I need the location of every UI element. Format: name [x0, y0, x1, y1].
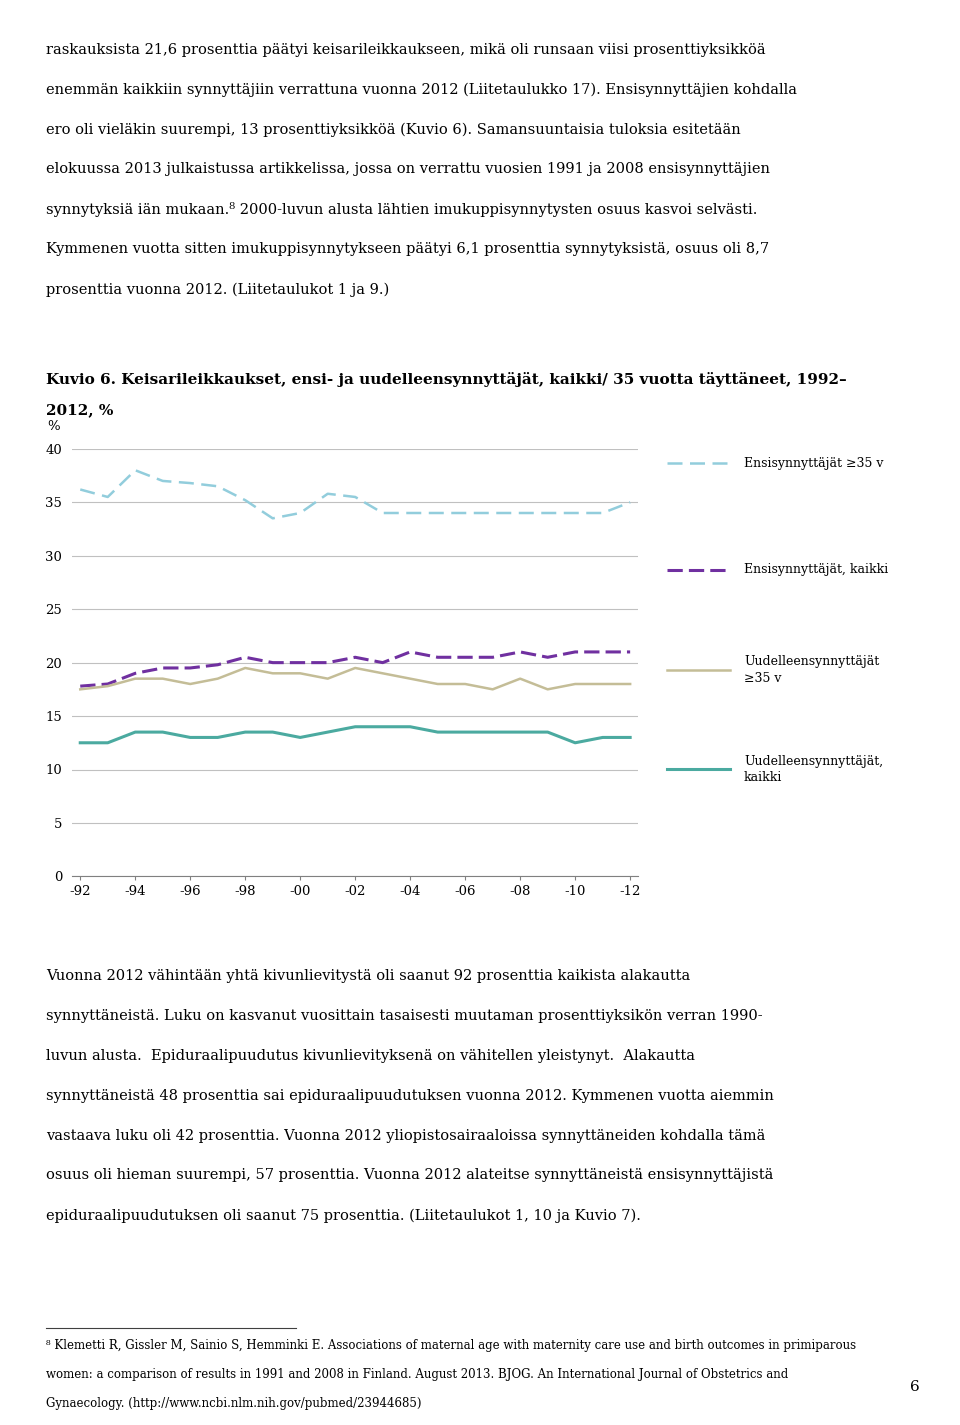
- Text: synnyttäneistä 48 prosenttia sai epiduraalipuudutuksen vuonna 2012. Kymmenen vuo: synnyttäneistä 48 prosenttia sai epidura…: [46, 1089, 774, 1103]
- Text: Gynaecology. (http://www.ncbi.nlm.nih.gov/pubmed/23944685): Gynaecology. (http://www.ncbi.nlm.nih.go…: [46, 1396, 421, 1409]
- Text: Uudelleensynnyttäjät
≥35 v: Uudelleensynnyttäjät ≥35 v: [744, 656, 879, 684]
- Text: Kuvio 6. Keisarileikkaukset, ensi- ja uudelleensynnyttäjät, kaikki/ 35 vuotta tä: Kuvio 6. Keisarileikkaukset, ensi- ja uu…: [46, 372, 847, 388]
- Text: Kymmenen vuotta sitten imukuppisynnytykseen päätyi 6,1 prosenttia synnytyksistä,: Kymmenen vuotta sitten imukuppisynnytyks…: [46, 242, 769, 256]
- Text: women: a comparison of results in 1991 and 2008 in Finland. August 2013. BJOG. A: women: a comparison of results in 1991 a…: [46, 1368, 788, 1381]
- Text: synnytyksiä iän mukaan.⁸ 2000-luvun alusta lähtien imukuppisynnytysten osuus kas: synnytyksiä iän mukaan.⁸ 2000-luvun alus…: [46, 202, 757, 218]
- Text: enemmän kaikkiin synnyttäjiin verrattuna vuonna 2012 (Liitetaulukko 17). Ensisyn: enemmän kaikkiin synnyttäjiin verrattuna…: [46, 83, 797, 97]
- Text: raskauksista 21,6 prosenttia päätyi keisarileikkaukseen, mikä oli runsaan viisi : raskauksista 21,6 prosenttia päätyi keis…: [46, 43, 766, 57]
- Text: ⁸ Klemetti R, Gissler M, Sainio S, Hemminki E. Associations of maternal age with: ⁸ Klemetti R, Gissler M, Sainio S, Hemmi…: [46, 1340, 856, 1352]
- Text: osuus oli hieman suurempi, 57 prosenttia. Vuonna 2012 alateitse synnyttäneistä e: osuus oli hieman suurempi, 57 prosenttia…: [46, 1168, 774, 1183]
- Text: prosenttia vuonna 2012. (Liitetaulukot 1 ja 9.): prosenttia vuonna 2012. (Liitetaulukot 1…: [46, 282, 390, 296]
- Text: Ensisynnyttäjät ≥35 v: Ensisynnyttäjät ≥35 v: [744, 456, 883, 470]
- Text: luvun alusta.  Epiduraalipuudutus kivunlievityksenä on vähitellen yleistynyt.  A: luvun alusta. Epiduraalipuudutus kivunli…: [46, 1049, 695, 1063]
- Text: elokuussa 2013 julkaistussa artikkelissa, jossa on verrattu vuosien 1991 ja 2008: elokuussa 2013 julkaistussa artikkelissa…: [46, 162, 770, 177]
- Text: Ensisynnyttäjät, kaikki: Ensisynnyttäjät, kaikki: [744, 563, 888, 577]
- Text: ero oli vieläkin suurempi, 13 prosenttiyksikköä (Kuvio 6). Samansuuntaisia tulok: ero oli vieläkin suurempi, 13 prosenttiy…: [46, 123, 741, 137]
- Text: %: %: [47, 420, 60, 433]
- Text: Vuonna 2012 vähintään yhtä kivunlievitystä oli saanut 92 prosenttia kaikista ala: Vuonna 2012 vähintään yhtä kivunlievitys…: [46, 969, 690, 983]
- Text: synnyttäneistä. Luku on kasvanut vuosittain tasaisesti muutaman prosenttiyksikön: synnyttäneistä. Luku on kasvanut vuositt…: [46, 1009, 762, 1023]
- Text: 6: 6: [910, 1379, 920, 1394]
- Text: vastaava luku oli 42 prosenttia. Vuonna 2012 yliopistosairaaloissa synnyttäneide: vastaava luku oli 42 prosenttia. Vuonna …: [46, 1129, 765, 1143]
- Text: 2012, %: 2012, %: [46, 403, 113, 418]
- Text: Uudelleensynnyttäjät,
kaikki: Uudelleensynnyttäjät, kaikki: [744, 755, 883, 784]
- Text: epiduraalipuudutuksen oli saanut 75 prosenttia. (Liitetaulukot 1, 10 ja Kuvio 7): epiduraalipuudutuksen oli saanut 75 pros…: [46, 1208, 641, 1223]
